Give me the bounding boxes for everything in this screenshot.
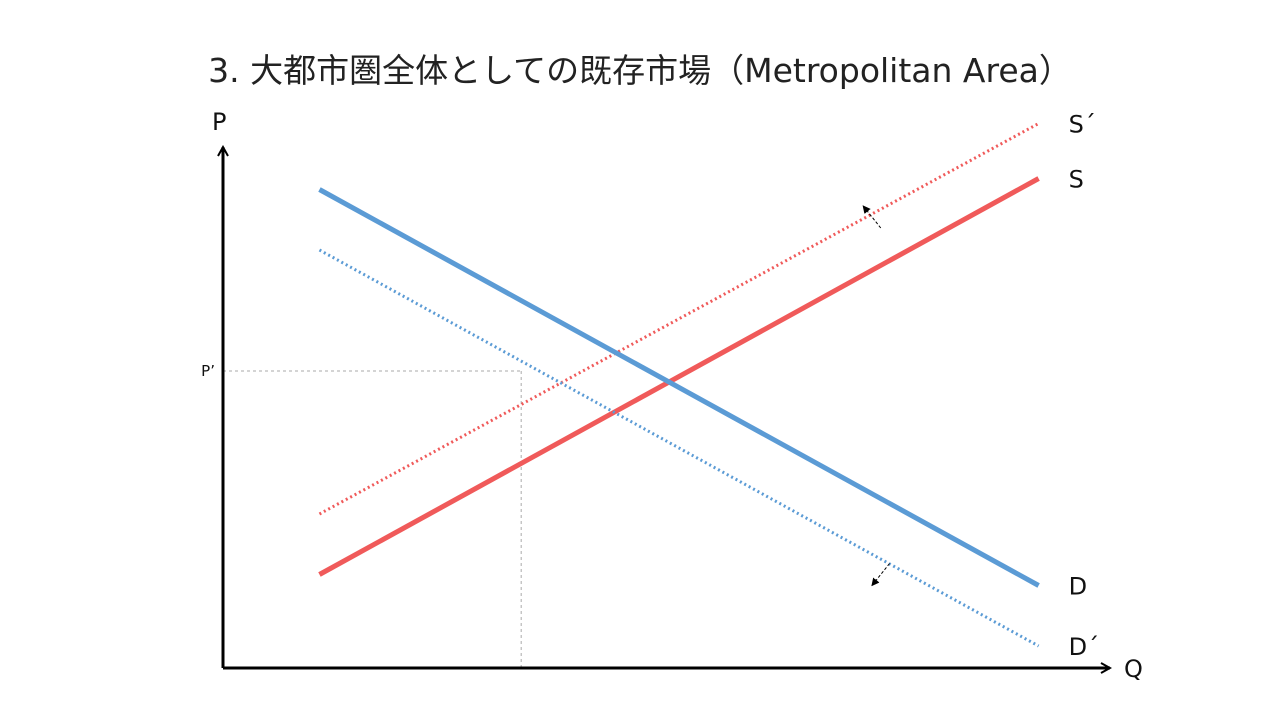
series-label-demand: D bbox=[1069, 573, 1087, 601]
supply-curve bbox=[318, 176, 1040, 577]
series-label-demand-shifted: D´ bbox=[1069, 633, 1099, 661]
series-label-supply: S bbox=[1069, 166, 1084, 194]
demand-curve bbox=[318, 187, 1040, 588]
x-axis-label: Q bbox=[1124, 655, 1143, 683]
supply-curve-shifted bbox=[318, 122, 1040, 516]
demand-shift-arrow bbox=[871, 563, 890, 587]
series-label-supply-shifted: S´ bbox=[1069, 111, 1096, 139]
demand-curve-shifted bbox=[318, 248, 1040, 648]
chart-title: 3. 大都市圏全体としての既存市場（Metropolitan Area） bbox=[208, 51, 1072, 90]
price-tick-label: P’ bbox=[201, 362, 215, 380]
y-axis-label: P bbox=[212, 108, 226, 136]
